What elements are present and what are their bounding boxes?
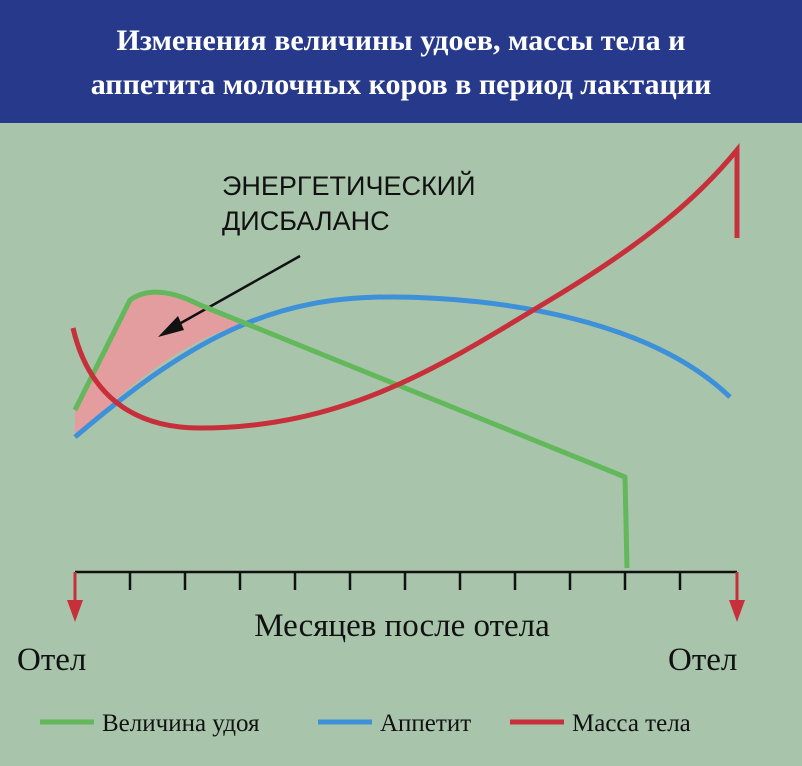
end-label: Отел [668, 642, 737, 678]
appetite-curve [73, 294, 732, 439]
title-line: аппетита молочных коров в период лактаци… [91, 68, 712, 101]
start-arrow [67, 572, 83, 622]
mass-curve [70, 143, 740, 431]
header [0, 0, 802, 123]
legend-label: Масса тела [572, 710, 691, 737]
legend-label: Аппетит [380, 710, 471, 737]
month-axis [75, 570, 737, 590]
axis-label: Месяцев после отела [254, 608, 550, 644]
start-label: Отел [17, 642, 86, 678]
milk-curve [72, 289, 630, 569]
arrow-head [158, 316, 184, 337]
legend-label: Величина удоя [102, 710, 260, 737]
arrow-head [67, 600, 83, 622]
arrow [171, 254, 301, 330]
annotation-line: ЭНЕРГЕТИЧЕСКИЙ [222, 170, 476, 201]
arrow-head [729, 600, 745, 622]
annotation-line: ДИСБАЛАНС [222, 206, 390, 236]
end-arrow [729, 572, 745, 622]
legend: Величина удоя Аппетит Масса тела [40, 710, 691, 737]
title-line: Изменения величины удоев, массы тела и [117, 24, 686, 57]
